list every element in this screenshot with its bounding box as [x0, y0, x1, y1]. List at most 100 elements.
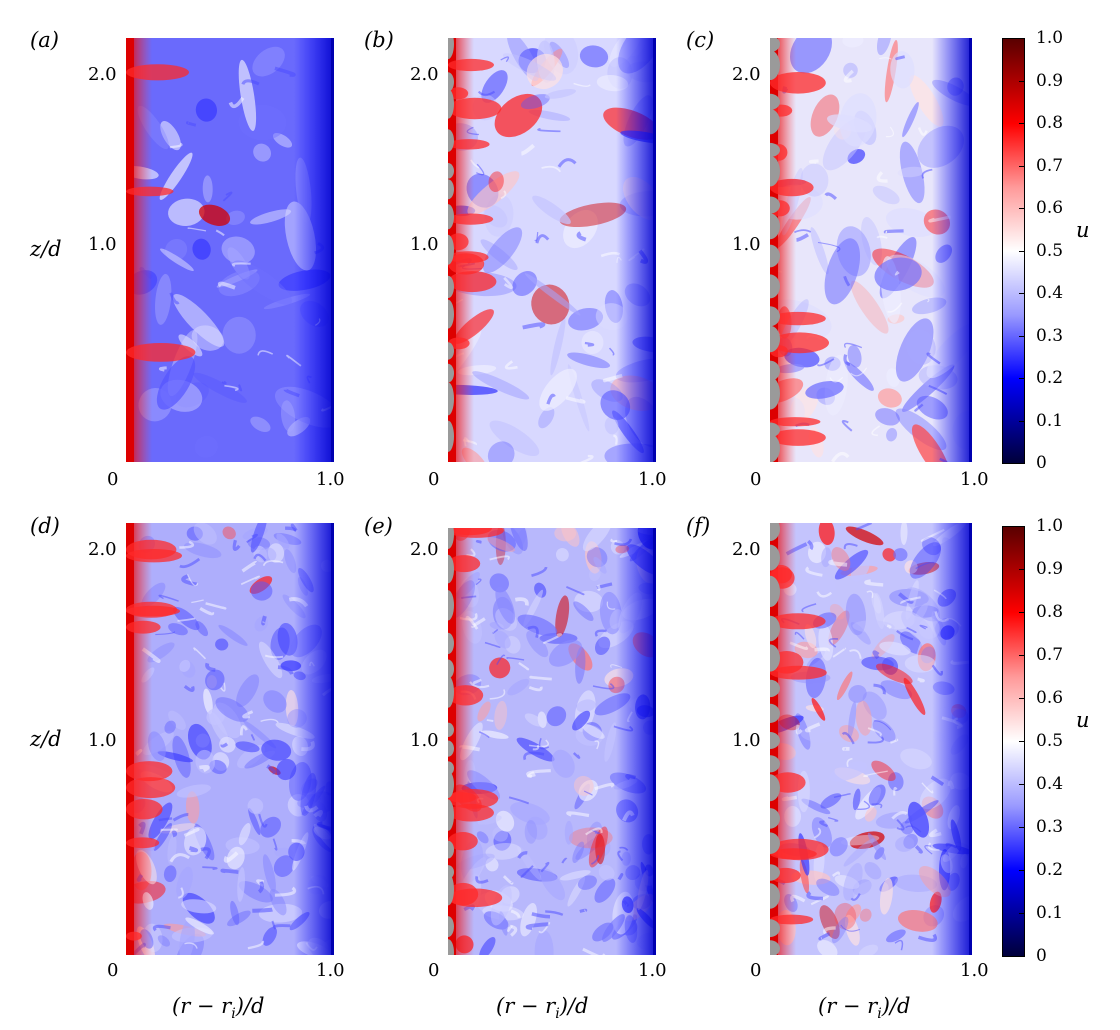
vortex-blob [218, 270, 260, 297]
outer-wall [653, 528, 656, 955]
vortex-streak [873, 683, 886, 695]
vortex-streak [843, 354, 851, 367]
vortex-blob [193, 523, 217, 545]
vortex-blob [477, 815, 502, 825]
vortex-blob [546, 706, 567, 727]
vortex-blob [894, 874, 938, 893]
plume [448, 832, 478, 851]
vortex-streak [528, 685, 543, 692]
vortex-blob [864, 862, 882, 880]
vortex-blob [485, 857, 499, 872]
vortex-blob [524, 713, 544, 727]
vortex-blob [507, 678, 530, 696]
vortex-streak [523, 751, 545, 761]
vortex-streak [843, 69, 854, 83]
vortex-streak [215, 229, 225, 237]
vortex-blob [888, 772, 904, 792]
colorbar-top-tick-3: 0.7 [1036, 155, 1064, 176]
vortex-blob [494, 93, 543, 138]
plume [448, 139, 490, 150]
roughness-element [770, 679, 780, 698]
roughness-element [770, 433, 780, 462]
vortex-streak [475, 540, 482, 544]
vortex-blob [839, 725, 859, 743]
vortex-blob [811, 698, 826, 721]
vortex-blob [559, 202, 627, 228]
colorbar-bottom-tickmark-8 [1019, 870, 1025, 871]
vortex-blob [517, 614, 558, 636]
vortex-blob [168, 710, 186, 730]
vortex-blob [509, 528, 528, 551]
vortex-streak [155, 631, 176, 636]
vortex-blob [897, 166, 926, 178]
vortex-blob [877, 388, 902, 408]
vortex-streak [486, 719, 494, 722]
vortex-blob [829, 837, 848, 857]
vortex-streak [525, 922, 549, 931]
vortex-streak [274, 886, 297, 897]
vortex-streak [828, 559, 848, 567]
roughness-element [770, 377, 780, 410]
panel-b-field [448, 38, 656, 462]
vortex-blob [253, 143, 272, 162]
colorbar-bottom-tickmark-7 [1019, 827, 1025, 828]
colorbar-bottom-tick-9: 0.1 [1036, 903, 1064, 923]
xlabel-tail: )/d [559, 994, 589, 1018]
vortex-blob [494, 630, 511, 649]
plume [448, 97, 502, 120]
colorbar-bottom-tickmark-6 [1019, 784, 1025, 785]
vortex-blob [221, 236, 255, 264]
panel-label-d: (d) [30, 514, 60, 538]
outer-wall-layer [616, 528, 656, 955]
vortex-blob [160, 248, 194, 272]
vortex-streak [541, 165, 562, 173]
vortex-streak [528, 739, 550, 748]
xlabel-tail: )/d [881, 994, 911, 1018]
vortex-streak [886, 624, 892, 629]
vortex-streak [606, 601, 616, 610]
vortex-streak [591, 854, 600, 865]
vortex-streak [228, 96, 245, 109]
vortex-blob [178, 334, 203, 357]
roughness-element [448, 770, 454, 799]
vortex-streak [873, 720, 892, 731]
vortex-blob [843, 862, 863, 901]
ylabel-bottom: z/d [30, 727, 62, 751]
vortex-blob [882, 548, 896, 562]
vortex-blob [215, 697, 249, 722]
vortex-blob [852, 880, 889, 903]
plume [770, 72, 826, 94]
vortex-streak [191, 599, 204, 604]
vortex-blob [248, 807, 261, 835]
vortex-blob [480, 239, 518, 271]
vortex-streak [506, 657, 525, 661]
roughness-element [448, 873, 454, 906]
vortex-streak [921, 168, 933, 179]
roughness-element [770, 808, 780, 829]
xlabel-sub: i [877, 1006, 882, 1023]
vortex-streak [169, 142, 183, 149]
vortex-streak [510, 909, 521, 918]
vortex-blob [843, 838, 875, 867]
plume [770, 838, 829, 861]
vortex-blob [799, 859, 810, 894]
vortex-streak [247, 940, 265, 950]
xtick-b-0: 0 [428, 469, 440, 490]
vortex-streak [896, 630, 914, 641]
roughness-element [770, 864, 780, 881]
plume [448, 337, 470, 350]
vortex-streak [199, 607, 215, 616]
vortex-blob [890, 51, 915, 89]
vortex-blob [226, 210, 245, 226]
vortex-streak [193, 647, 207, 660]
colorbar-bottom-tick-4: 0.6 [1036, 688, 1064, 708]
vortex-streak [872, 650, 880, 660]
vortex-blob [215, 638, 229, 651]
colorbar-top-tick-4: 0.6 [1036, 198, 1064, 218]
vortex-blob [904, 800, 939, 824]
vortex-blob [846, 635, 857, 651]
vortex-streak [238, 384, 243, 392]
roughness-element [770, 325, 780, 353]
inner-wall [448, 528, 456, 955]
vortex-streak [561, 857, 568, 864]
